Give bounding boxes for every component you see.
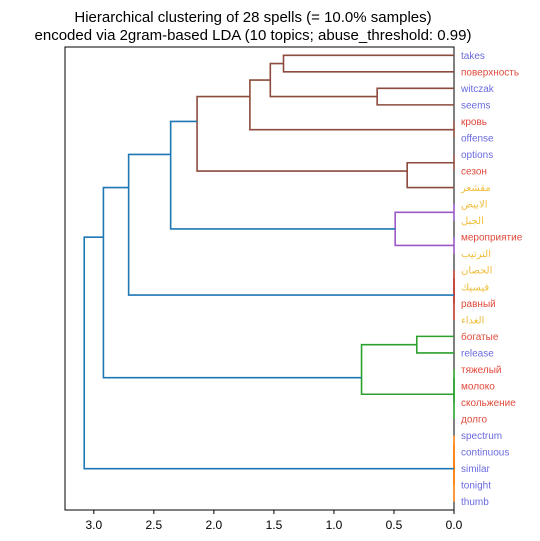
leaf-label: кровь xyxy=(461,117,487,128)
leaf-label: тяжелый xyxy=(461,365,502,376)
dendrogram-link-7 xyxy=(196,95,408,172)
dendrogram-link-16 xyxy=(415,335,454,354)
plot-frame xyxy=(64,46,455,511)
leaf-label: الجبل xyxy=(461,216,484,227)
x-tick-label: 1.5 xyxy=(266,518,283,532)
leaf-label: поверхность xyxy=(461,67,519,78)
dendrogram-link-20 xyxy=(360,343,454,396)
links-layer xyxy=(83,54,455,502)
x-tick-label: 1.0 xyxy=(326,518,343,532)
leaf-label: богатые xyxy=(461,331,499,343)
leaf-label: seems xyxy=(461,100,490,111)
x-tick-label: 0.5 xyxy=(386,518,403,532)
leaf-label: الابيض xyxy=(461,200,488,211)
leaf-label: الترتيب xyxy=(461,249,491,260)
leaf-label: скольжение xyxy=(461,398,516,409)
x-tick-label: 2.0 xyxy=(206,518,223,532)
leaf-label: tonight xyxy=(461,481,491,492)
leaf-label: witczak xyxy=(460,84,495,95)
x-tick-label: 0.0 xyxy=(446,518,463,532)
leaf-label: spectrum xyxy=(461,431,502,442)
dendrogram-link-6 xyxy=(406,161,454,189)
leaf-label: مقشعر xyxy=(460,183,491,194)
dendrogram-link-10 xyxy=(394,211,454,247)
leaf-label: сезон xyxy=(461,167,487,178)
leaf-label: мероприятие xyxy=(461,233,523,244)
chart-title-line-1: Hierarchical clustering of 28 spells (= … xyxy=(74,9,431,26)
leaf-label: الغداء xyxy=(461,315,484,326)
leaf-label: فيسيك xyxy=(461,282,489,293)
leaf-label: thumb xyxy=(461,497,489,508)
dendrogram-link-1 xyxy=(282,54,454,73)
dendrogram-link-2 xyxy=(376,87,454,106)
leaf-label: continuous xyxy=(461,448,509,459)
leaf-label: долго xyxy=(461,415,487,426)
leaf-label: release xyxy=(461,348,494,359)
dendrogram-link-11 xyxy=(169,120,396,230)
dendrogram-link-3 xyxy=(269,62,378,98)
x-axis: 3.0 2.5 2.0 1.5 1.0 0.5 0.0 xyxy=(85,510,463,532)
leaf-label: равный xyxy=(461,299,496,310)
leaf-label: takes xyxy=(461,51,485,62)
x-tick-label: 2.5 xyxy=(146,518,163,532)
leaf-label: الحصان xyxy=(461,266,492,277)
dendrogram-link-4 xyxy=(249,79,454,131)
dendrogram-link-26 xyxy=(83,236,454,470)
chart-title-line-2: encoded via 2gram-based LDA (10 topics; … xyxy=(35,27,472,44)
dendrogram-link-21 xyxy=(102,186,362,379)
dendrogram-link-15 xyxy=(127,153,454,296)
leaf-label: молоко xyxy=(461,381,495,392)
leaf-label: offense xyxy=(461,133,494,144)
leaf-label: options xyxy=(461,150,493,161)
leaf-label: similar xyxy=(461,464,491,475)
leaf-labels: takes поверхность witczak seems кровь offense… xyxy=(460,51,523,508)
x-tick-label: 3.0 xyxy=(85,518,102,532)
